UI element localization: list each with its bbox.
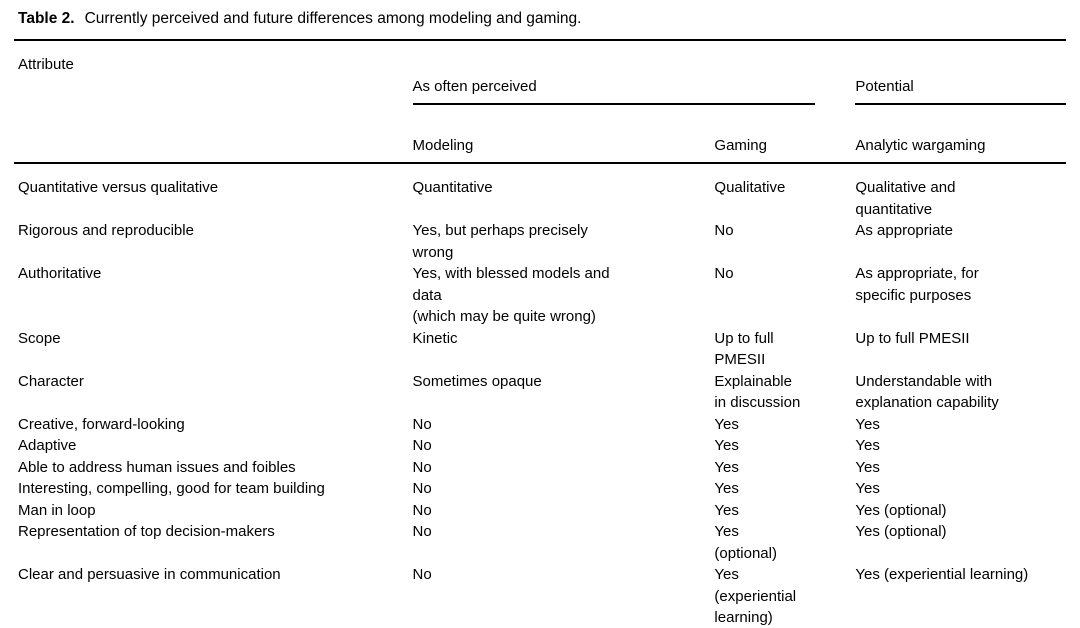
table-row: Character Sometimes opaque Explainable i… [14,371,1066,414]
cell-modeling: No [412,523,432,540]
cell-wargaming: Yes [855,437,880,454]
cell-modeling: No [412,501,432,519]
cell-gaming: Yes [714,501,739,519]
cell-attribute: Character [18,372,84,390]
column-header-gaming: Gaming [710,126,852,164]
cell-attribute: Clear and persuasive in communication [18,566,281,583]
cell-gaming: Yes [714,437,739,454]
header-subhead-row: Modeling Gaming Analytic wargaming [14,126,1066,164]
table-row: Representation of top decision-makers No… [14,521,1066,564]
cell-gaming: Yes [714,415,739,433]
cell-modeling: Kinetic [412,329,458,347]
cell-gaming: Yes [714,458,739,476]
cell-wargaming: Yes [855,415,880,433]
cell-modeling: No [412,566,432,583]
cell-gaming: Qualitative [714,179,786,196]
cell-wargaming: As appropriate, for specific purposes [855,265,979,304]
cell-modeling: No [412,480,432,497]
table-row: Rigorous and reproducible Yes, but perha… [14,220,1066,263]
cell-wargaming: Up to full PMESII [855,329,970,347]
cell-modeling: No [412,437,432,454]
cell-gaming: No [714,222,734,239]
cell-wargaming: As appropriate [855,222,953,239]
cell-wargaming: Yes (experiential learning) [855,566,1029,583]
cell-gaming: Yes (experiential learning) [714,566,797,626]
cell-attribute: Rigorous and reproducible [18,222,194,239]
cell-attribute: Representation of top decision-makers [18,523,275,540]
table-body: Quantitative versus qualitative Quantita… [14,163,1066,628]
table-title: Table 2. Currently perceived and future d… [14,8,1066,30]
cell-gaming: Yes [714,480,739,497]
cell-attribute: Man in loop [18,501,96,519]
group-header-perceived: As often perceived [409,40,852,127]
cell-modeling: No [412,458,432,476]
cell-modeling: Yes, with blessed models and data (which… [412,265,610,325]
table-row: Adaptive No Yes Yes [14,435,1066,457]
cell-modeling: Sometimes opaque [412,372,542,390]
cell-gaming: Explainable in discussion [714,372,801,412]
cell-wargaming: Understandable with explanation capabili… [855,372,999,412]
group-header-perceived-label: As often perceived [412,76,816,105]
cell-wargaming: Yes [855,458,880,476]
table-row: Authoritative Yes, with blessed models a… [14,263,1066,328]
cell-wargaming: Yes (optional) [855,523,947,540]
cell-gaming: Yes (optional) [714,523,777,562]
table-row: Man in loop No Yes Yes (optional) [14,500,1066,522]
cell-wargaming: Yes [855,480,880,497]
table-row: Clear and persuasive in communication No… [14,564,1066,628]
group-header-potential: Potential [851,40,1066,127]
table-row: Creative, forward-looking No Yes Yes [14,414,1066,436]
cell-gaming: Up to full PMESII [714,329,774,369]
header-group-row: Attribute As often perceived Potential [14,40,1066,164]
column-header-attribute: Attribute [14,40,409,164]
cell-attribute: Scope [18,329,61,347]
table-row: Scope Kinetic Up to full PMESII Up to fu… [14,328,1066,371]
cell-attribute: Authoritative [18,265,102,282]
cell-modeling: Yes, but perhaps precisely wrong [412,222,588,261]
cell-attribute: Interesting, compelling, good for team b… [18,480,325,497]
cell-modeling: No [412,415,432,433]
cell-attribute: Creative, forward-looking [18,415,185,433]
cell-wargaming: Qualitative and quantitative [855,179,956,218]
cell-modeling: Quantitative [412,179,493,196]
group-header-potential-label: Potential [855,76,1066,105]
table-row: Interesting, compelling, good for team b… [14,478,1066,500]
comparison-table: Attribute As often perceived Potential M… [14,39,1066,628]
cell-gaming: No [714,265,734,282]
column-header-wargaming: Analytic wargaming [851,126,1066,164]
cell-wargaming: Yes (optional) [855,501,947,519]
cell-attribute: Quantitative versus qualitative [18,179,219,196]
table-title-text: Currently perceived and future differenc… [84,10,582,27]
table-row: Able to address human issues and foibles… [14,457,1066,479]
table-header: Attribute As often perceived Potential M… [14,40,1066,164]
table-row: Quantitative versus qualitative Quantita… [14,163,1066,220]
column-header-modeling: Modeling [408,126,711,164]
cell-attribute: Able to address human issues and foibles [18,458,296,476]
table-title-label: Table 2. [18,10,75,27]
cell-attribute: Adaptive [18,437,77,454]
